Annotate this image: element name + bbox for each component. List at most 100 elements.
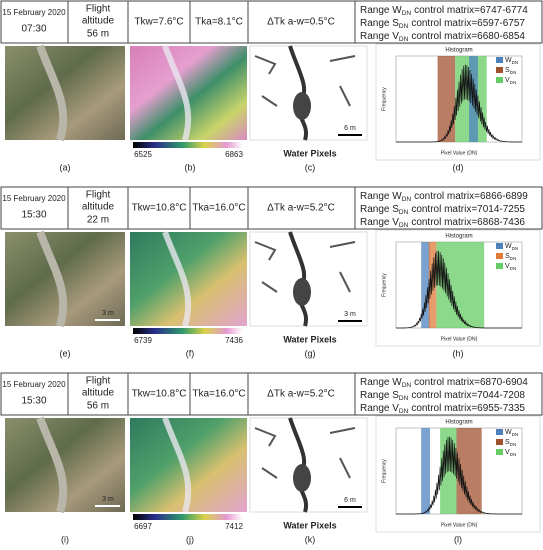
- histogram-title: Histogram: [445, 48, 472, 54]
- water-mask: [249, 45, 368, 141]
- histogram-ylabel: Frequency: [381, 273, 387, 297]
- range-text: control matrix=6866-6899: [414, 191, 528, 202]
- class-subscript: DN: [399, 395, 409, 402]
- water-label: Water Pixels: [283, 148, 336, 158]
- flight-label: Flight: [86, 190, 111, 201]
- river: [36, 230, 68, 328]
- altitude: 56 m: [87, 29, 109, 40]
- river: [36, 44, 68, 142]
- range-text: control matrix=6868-7436: [411, 217, 525, 228]
- panel-label: (l): [454, 534, 462, 544]
- range: Range WDN control matrix=6870-6904: [360, 377, 528, 389]
- legend-swatch: [496, 57, 503, 63]
- legend-swatch: [496, 243, 503, 249]
- flight-label: altitude: [82, 388, 115, 399]
- altitude: 22 m: [87, 215, 109, 226]
- delta-tk: ΔTk a-w=5.2°C: [267, 389, 335, 400]
- histogram-xlabel: Pixel Value (DN): [441, 150, 478, 156]
- thermal-river: [162, 44, 192, 141]
- class-letter: S: [392, 204, 399, 215]
- tka: Tka=8.1°C: [195, 17, 243, 28]
- range-prefix: Range: [360, 204, 390, 215]
- colorbar-max: 7412: [225, 522, 243, 531]
- water-speckle: [254, 241, 356, 293]
- class-subscript: DN: [399, 23, 409, 30]
- colorbar-max: 6863: [225, 150, 243, 159]
- legend-entry: VDN: [505, 263, 516, 271]
- legend-entry: SDN: [505, 67, 516, 75]
- class-band: [421, 242, 431, 328]
- legend-swatch: [496, 67, 503, 73]
- class-letter: V: [505, 263, 510, 270]
- water-scale: 6 m: [344, 125, 356, 132]
- time: 15:30: [21, 396, 46, 407]
- class-letter: V: [505, 77, 510, 84]
- class-subscript: DN: [399, 209, 409, 216]
- header-box: [0, 0, 543, 44]
- panel-label: (g): [305, 348, 316, 358]
- photo-scale: 3 m: [102, 496, 114, 503]
- altitude: 56 m: [87, 401, 109, 412]
- flight-label: Flight: [86, 376, 111, 387]
- range-prefix: Range: [360, 18, 390, 29]
- legend-swatch: [496, 253, 503, 259]
- legend-entry: WDN: [505, 243, 518, 251]
- class-subscript: DN: [510, 80, 517, 85]
- legend-swatch: [496, 439, 503, 445]
- colorbar-min: 6525: [134, 150, 152, 159]
- class-subscript: DN: [512, 60, 519, 65]
- range-prefix: Range: [360, 403, 390, 414]
- histogram-title: Histogram: [445, 234, 472, 240]
- class-letter: V: [505, 449, 510, 456]
- range-prefix: Range: [360, 5, 390, 16]
- range: Range SDN control matrix=7014-7255: [360, 204, 525, 216]
- panel-label: (b): [185, 162, 196, 172]
- colorbar-min: 6697: [134, 522, 152, 531]
- histogram-xlabel: Pixel Value (DN): [441, 336, 478, 342]
- range-prefix: Range: [360, 217, 390, 228]
- class-letter: V: [392, 403, 399, 414]
- class-subscript: DN: [510, 452, 517, 457]
- water-blob: [293, 278, 311, 306]
- flight-label: altitude: [82, 202, 115, 213]
- class-letter: V: [392, 31, 399, 42]
- panel-label: (e): [60, 348, 71, 358]
- class-letter: S: [505, 67, 510, 74]
- water-scale: 3 m: [344, 311, 356, 318]
- panel-label: (f): [186, 348, 195, 358]
- class-subscript: DN: [399, 36, 409, 43]
- date: 15 February 2020: [2, 380, 66, 389]
- histogram-curve: [396, 64, 522, 143]
- flight-label: Flight: [86, 4, 111, 15]
- photo-scale: 3 m: [102, 310, 114, 317]
- range: Range WDN control matrix=6747-6774: [360, 5, 528, 17]
- histogram-xlabel: Pixel Value (DN): [441, 522, 478, 528]
- range-text: control matrix=6747-6774: [414, 5, 528, 16]
- class-letter: S: [392, 390, 399, 401]
- class-band: [437, 56, 456, 142]
- delta-tk: ΔTk a-w=0.5°C: [267, 17, 335, 28]
- colorbar: [133, 514, 243, 520]
- class-subscript: DN: [512, 432, 519, 437]
- panel-label: (d): [453, 162, 464, 172]
- range-prefix: Range: [360, 377, 390, 388]
- class-subscript: DN: [402, 382, 412, 389]
- water-speckle: [254, 427, 356, 479]
- flight-label: altitude: [82, 16, 115, 27]
- range: Range VDN control matrix=6680-6854: [360, 31, 525, 43]
- tka: Tka=16.0°C: [192, 203, 245, 214]
- panel-label: (k): [305, 534, 316, 544]
- range: Range SDN control matrix=7044-7208: [360, 390, 525, 402]
- tkw: Tkw=10.8°C: [132, 203, 187, 214]
- class-subscript: DN: [399, 408, 409, 415]
- class-letter: W: [392, 5, 402, 16]
- histogram-curve: [396, 250, 522, 329]
- class-letter: W: [392, 191, 402, 202]
- histogram-ylabel: Frequency: [381, 459, 387, 483]
- panel-label: (i): [61, 534, 69, 544]
- delta-tk: ΔTk a-w=5.2°C: [267, 203, 335, 214]
- panel-label: (c): [305, 162, 316, 172]
- legend-entry: SDN: [505, 253, 516, 261]
- histogram-ylabel: Frequency: [381, 87, 387, 111]
- panel-label: (j): [186, 534, 194, 544]
